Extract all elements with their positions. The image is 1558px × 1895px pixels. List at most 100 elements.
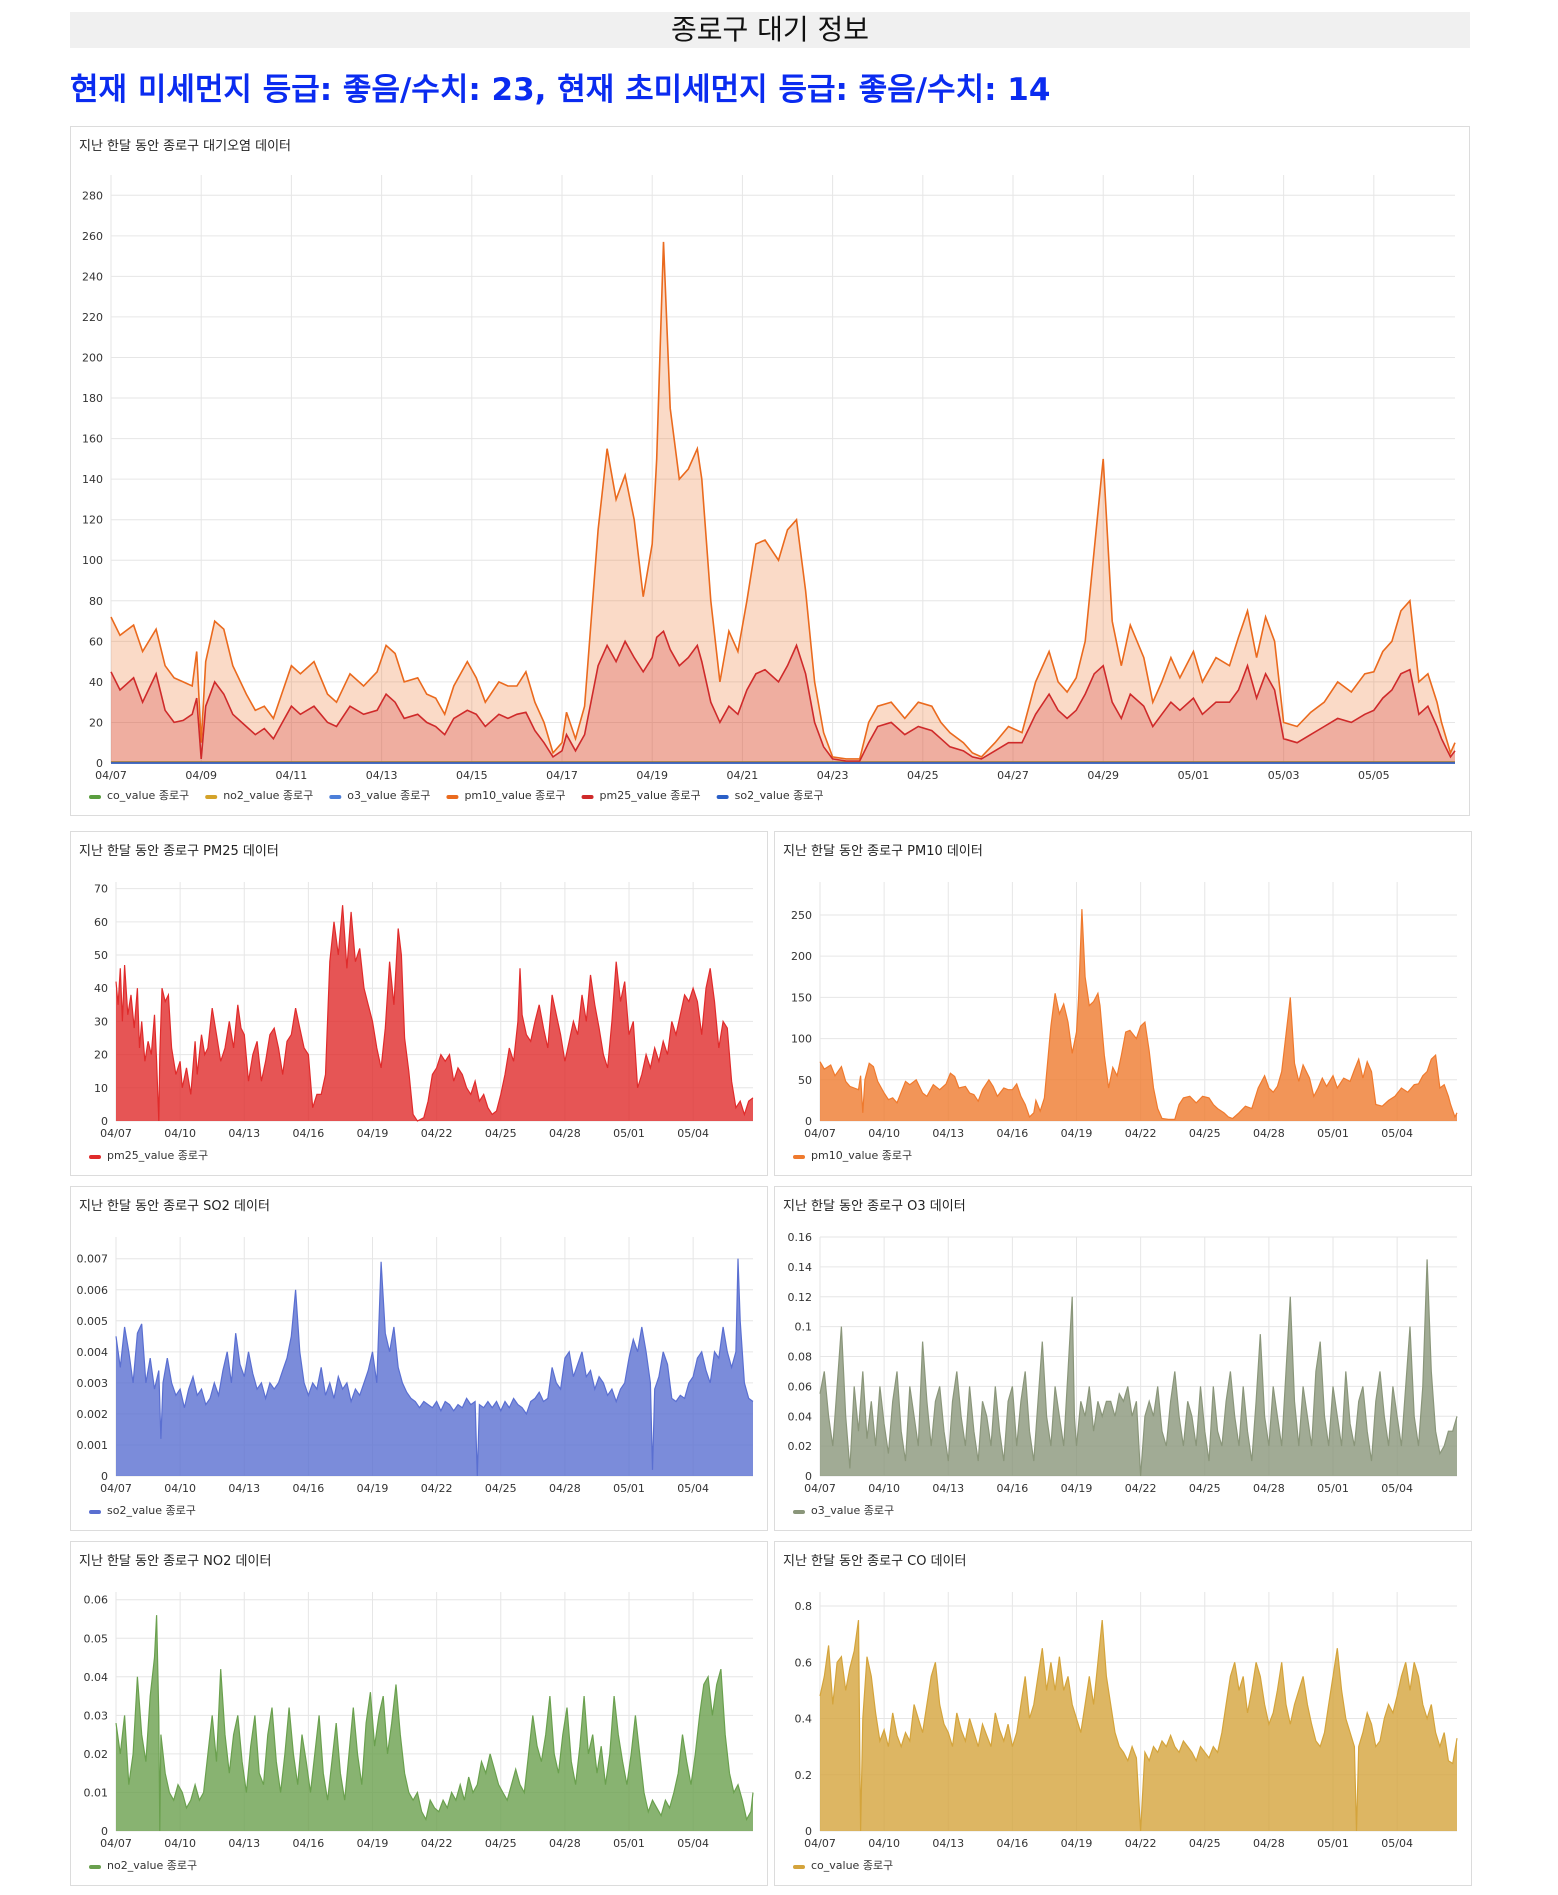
y-tick-label: 0: [96, 757, 103, 770]
y-tick-label: 0.004: [77, 1346, 109, 1359]
x-tick-label: 04/16: [997, 1127, 1029, 1140]
legend-label[interactable]: o3_value 종로구: [811, 1504, 894, 1517]
y-tick-label: 60: [89, 635, 103, 648]
y-tick-label: 0.6: [795, 1656, 813, 1669]
x-tick-label: 04/13: [932, 1837, 964, 1850]
x-tick-label: 05/04: [677, 1127, 709, 1140]
x-tick-label: 04/16: [293, 1127, 325, 1140]
y-tick-label: 0.05: [84, 1632, 109, 1645]
legend-label[interactable]: pm25_value 종로구: [107, 1149, 208, 1162]
series-line-4: [110, 629, 1456, 762]
y-tick-label: 0: [805, 1115, 812, 1128]
x-tick-label: 04/07: [100, 1482, 132, 1495]
series-line-0: [819, 909, 1458, 1120]
x-tick-label: 04/16: [997, 1837, 1029, 1850]
legend-swatch: [89, 795, 101, 799]
x-tick-label: 05/01: [1317, 1837, 1349, 1850]
y-tick-label: 250: [791, 909, 812, 922]
y-tick-label: 0.04: [84, 1671, 109, 1684]
y-tick-label: 0: [101, 1825, 108, 1838]
legend-label[interactable]: so2_value 종로구: [735, 789, 824, 802]
chart-title: 지난 한달 동안 종로구 NO2 데이터: [79, 1554, 272, 1569]
co-chart-svg: 0 0.2 0.4 0.6 0.8 04/07 04/10 04/13 04/16 04/19 04…: [793, 1592, 1458, 1872]
y-tick-label: 100: [82, 554, 103, 567]
legend-label[interactable]: pm25_value 종로구: [600, 789, 701, 802]
x-tick-label: 05/04: [1381, 1127, 1413, 1140]
x-tick-label: 04/21: [727, 769, 759, 782]
legend-swatch: [793, 1865, 805, 1869]
y-tick-label: 0: [805, 1470, 812, 1483]
y-tick-label: 0.06: [84, 1594, 109, 1607]
legend-swatch: [205, 795, 218, 799]
y-tick-label: 240: [82, 270, 103, 283]
y-tick-label: 180: [82, 392, 103, 405]
series-line-0: [115, 1615, 754, 1832]
x-tick-label: 04/15: [456, 769, 488, 782]
no2-chart-svg: 0 0.01 0.02 0.03 0.04 0.05 0.06 04/07 04/10 04/13…: [84, 1592, 754, 1872]
y-tick-label: 0.006: [77, 1284, 109, 1297]
y-tick-label: 260: [82, 230, 103, 243]
legend-label[interactable]: no2_value 종로구: [107, 1859, 197, 1872]
x-tick-label: 05/04: [677, 1837, 709, 1850]
x-tick-label: 04/25: [485, 1127, 517, 1140]
x-tick-label: 04/07: [804, 1482, 836, 1495]
x-tick-label: 04/28: [549, 1482, 581, 1495]
x-tick-label: 04/22: [421, 1127, 453, 1140]
legend-swatch: [581, 795, 594, 799]
y-tick-label: 0.002: [77, 1408, 109, 1421]
series-area-3: [111, 241, 1455, 763]
legend-label[interactable]: o3_value 종로구: [347, 789, 430, 802]
x-tick-label: 04/22: [421, 1482, 453, 1495]
pm10-chart-svg: 0 50 100 150 200 250 04/07 04/10 04/13 04/16 04/19…: [791, 882, 1458, 1162]
series-area-0: [820, 1259, 1457, 1476]
series-area-0: [116, 905, 753, 1121]
x-tick-label: 04/07: [804, 1837, 836, 1850]
series-line-0: [819, 1620, 1458, 1832]
y-tick-label: 0: [805, 1825, 812, 1838]
series-line-0: [115, 1258, 754, 1477]
legend-label[interactable]: pm10_value 종로구: [464, 789, 565, 802]
series-line-3: [110, 241, 1456, 760]
y-tick-label: 0: [101, 1115, 108, 1128]
y-tick-label: 40: [89, 676, 103, 689]
legend-label[interactable]: so2_value 종로구: [107, 1504, 196, 1517]
x-tick-label: 04/25: [1189, 1482, 1221, 1495]
y-tick-label: 0.001: [77, 1439, 109, 1452]
air-quality-headline: 현재 미세먼지 등급: 좋음/수치: 23, 현재 초미세먼지 등급: 좋음/수…: [70, 72, 1051, 108]
legend-label[interactable]: co_value 종로구: [811, 1859, 893, 1872]
y-tick-label: 10: [94, 1082, 108, 1095]
y-tick-label: 0.08: [788, 1351, 813, 1364]
legend-label[interactable]: no2_value 종로구: [223, 789, 313, 802]
legend-swatch: [793, 1510, 805, 1514]
y-tick-label: 0.03: [84, 1709, 109, 1722]
x-tick-label: 04/25: [907, 769, 939, 782]
no2-chart-panel: 지난 한달 동안 종로구 NO2 데이터 0 0.01 0.02 0.03 0.04 0.0…: [70, 1541, 768, 1886]
y-tick-label: 20: [94, 1049, 108, 1062]
x-tick-label: 04/07: [100, 1837, 132, 1850]
x-tick-label: 04/13: [228, 1482, 260, 1495]
y-tick-label: 20: [89, 716, 103, 729]
legend-label[interactable]: pm10_value 종로구: [811, 1149, 912, 1162]
y-tick-label: 120: [82, 514, 103, 527]
x-tick-label: 04/11: [276, 769, 308, 782]
x-tick-label: 04/23: [817, 769, 849, 782]
y-tick-label: 80: [89, 595, 103, 608]
y-tick-label: 60: [94, 916, 108, 929]
x-tick-label: 04/10: [868, 1837, 900, 1850]
y-tick-label: 0.01: [84, 1786, 109, 1799]
y-tick-label: 0: [101, 1470, 108, 1483]
legend-label[interactable]: co_value 종로구: [107, 789, 189, 802]
chart-title: 지난 한달 동안 종로구 CO 데이터: [783, 1554, 967, 1569]
pm25-chart-panel: 지난 한달 동안 종로구 PM25 데이터 0 10 20 30 40 50 60 70 04/0…: [70, 831, 768, 1176]
x-tick-label: 04/13: [228, 1127, 260, 1140]
legend-swatch: [446, 795, 459, 799]
x-tick-label: 04/13: [932, 1127, 964, 1140]
x-tick-label: 04/22: [1125, 1837, 1157, 1850]
y-tick-label: 0.02: [84, 1748, 109, 1761]
x-tick-label: 04/13: [228, 1837, 260, 1850]
x-tick-label: 04/10: [164, 1127, 196, 1140]
y-tick-label: 50: [94, 949, 108, 962]
x-tick-label: 04/13: [932, 1482, 964, 1495]
y-tick-label: 0.4: [795, 1713, 813, 1726]
y-tick-label: 160: [82, 433, 103, 446]
